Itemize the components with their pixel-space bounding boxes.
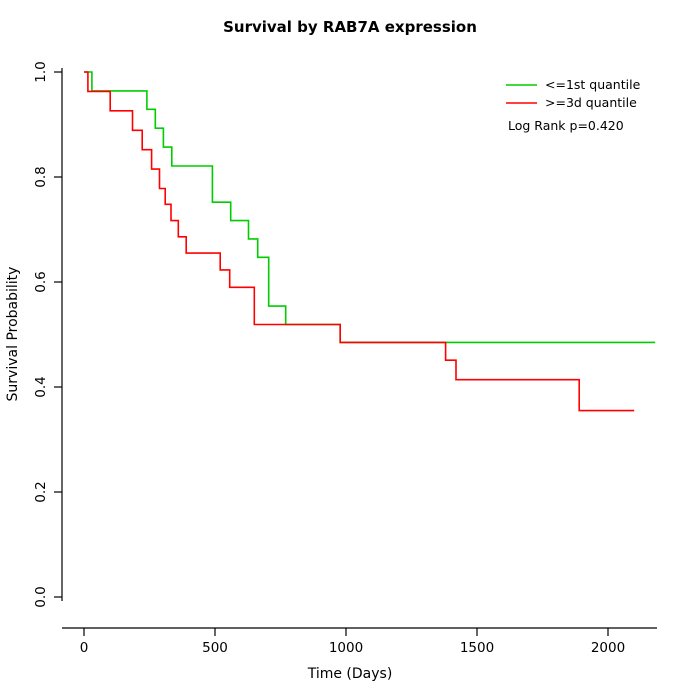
x-axis: 0 500 1000 1500 2000 Time (Days) bbox=[62, 627, 657, 682]
y-tick-label: 1.0 bbox=[33, 61, 49, 82]
legend: <=1st quantile >=3d quantile Log Rank p=… bbox=[506, 77, 641, 133]
y-tick-label: 0.8 bbox=[33, 166, 49, 187]
y-tick-label: 0.2 bbox=[33, 481, 49, 502]
x-tick-label: 1000 bbox=[329, 640, 363, 656]
km-curve-1st-quantile bbox=[84, 71, 656, 344]
x-tick-label: 1500 bbox=[460, 640, 494, 656]
y-tick-label: 0.0 bbox=[33, 586, 49, 607]
x-axis-ticks: 0 500 1000 1500 2000 bbox=[80, 628, 625, 656]
x-tick-label: 0 bbox=[80, 640, 89, 656]
y-tick-label: 0.6 bbox=[33, 271, 49, 292]
y-tick-label: 0.4 bbox=[33, 376, 49, 397]
km-curve-3d-quantile bbox=[84, 71, 635, 412]
y-axis-label: Survival Probability bbox=[5, 267, 21, 402]
legend-label-1st-quantile: <=1st quantile bbox=[545, 77, 641, 92]
x-tick-label: 2000 bbox=[591, 640, 625, 656]
x-axis-label: Time (Days) bbox=[307, 666, 393, 682]
legend-label-3d-quantile: >=3d quantile bbox=[545, 95, 637, 110]
log-rank-annotation: Log Rank p=0.420 bbox=[508, 118, 624, 133]
km-curves bbox=[84, 71, 656, 412]
x-tick-label: 500 bbox=[202, 640, 228, 656]
y-axis: 0.0 0.2 0.4 0.6 0.8 1.0 Survival Probability bbox=[5, 61, 63, 608]
chart-title: Survival by RAB7A expression bbox=[223, 18, 477, 36]
y-axis-ticks: 0.0 0.2 0.4 0.6 0.8 1.0 bbox=[33, 61, 62, 608]
